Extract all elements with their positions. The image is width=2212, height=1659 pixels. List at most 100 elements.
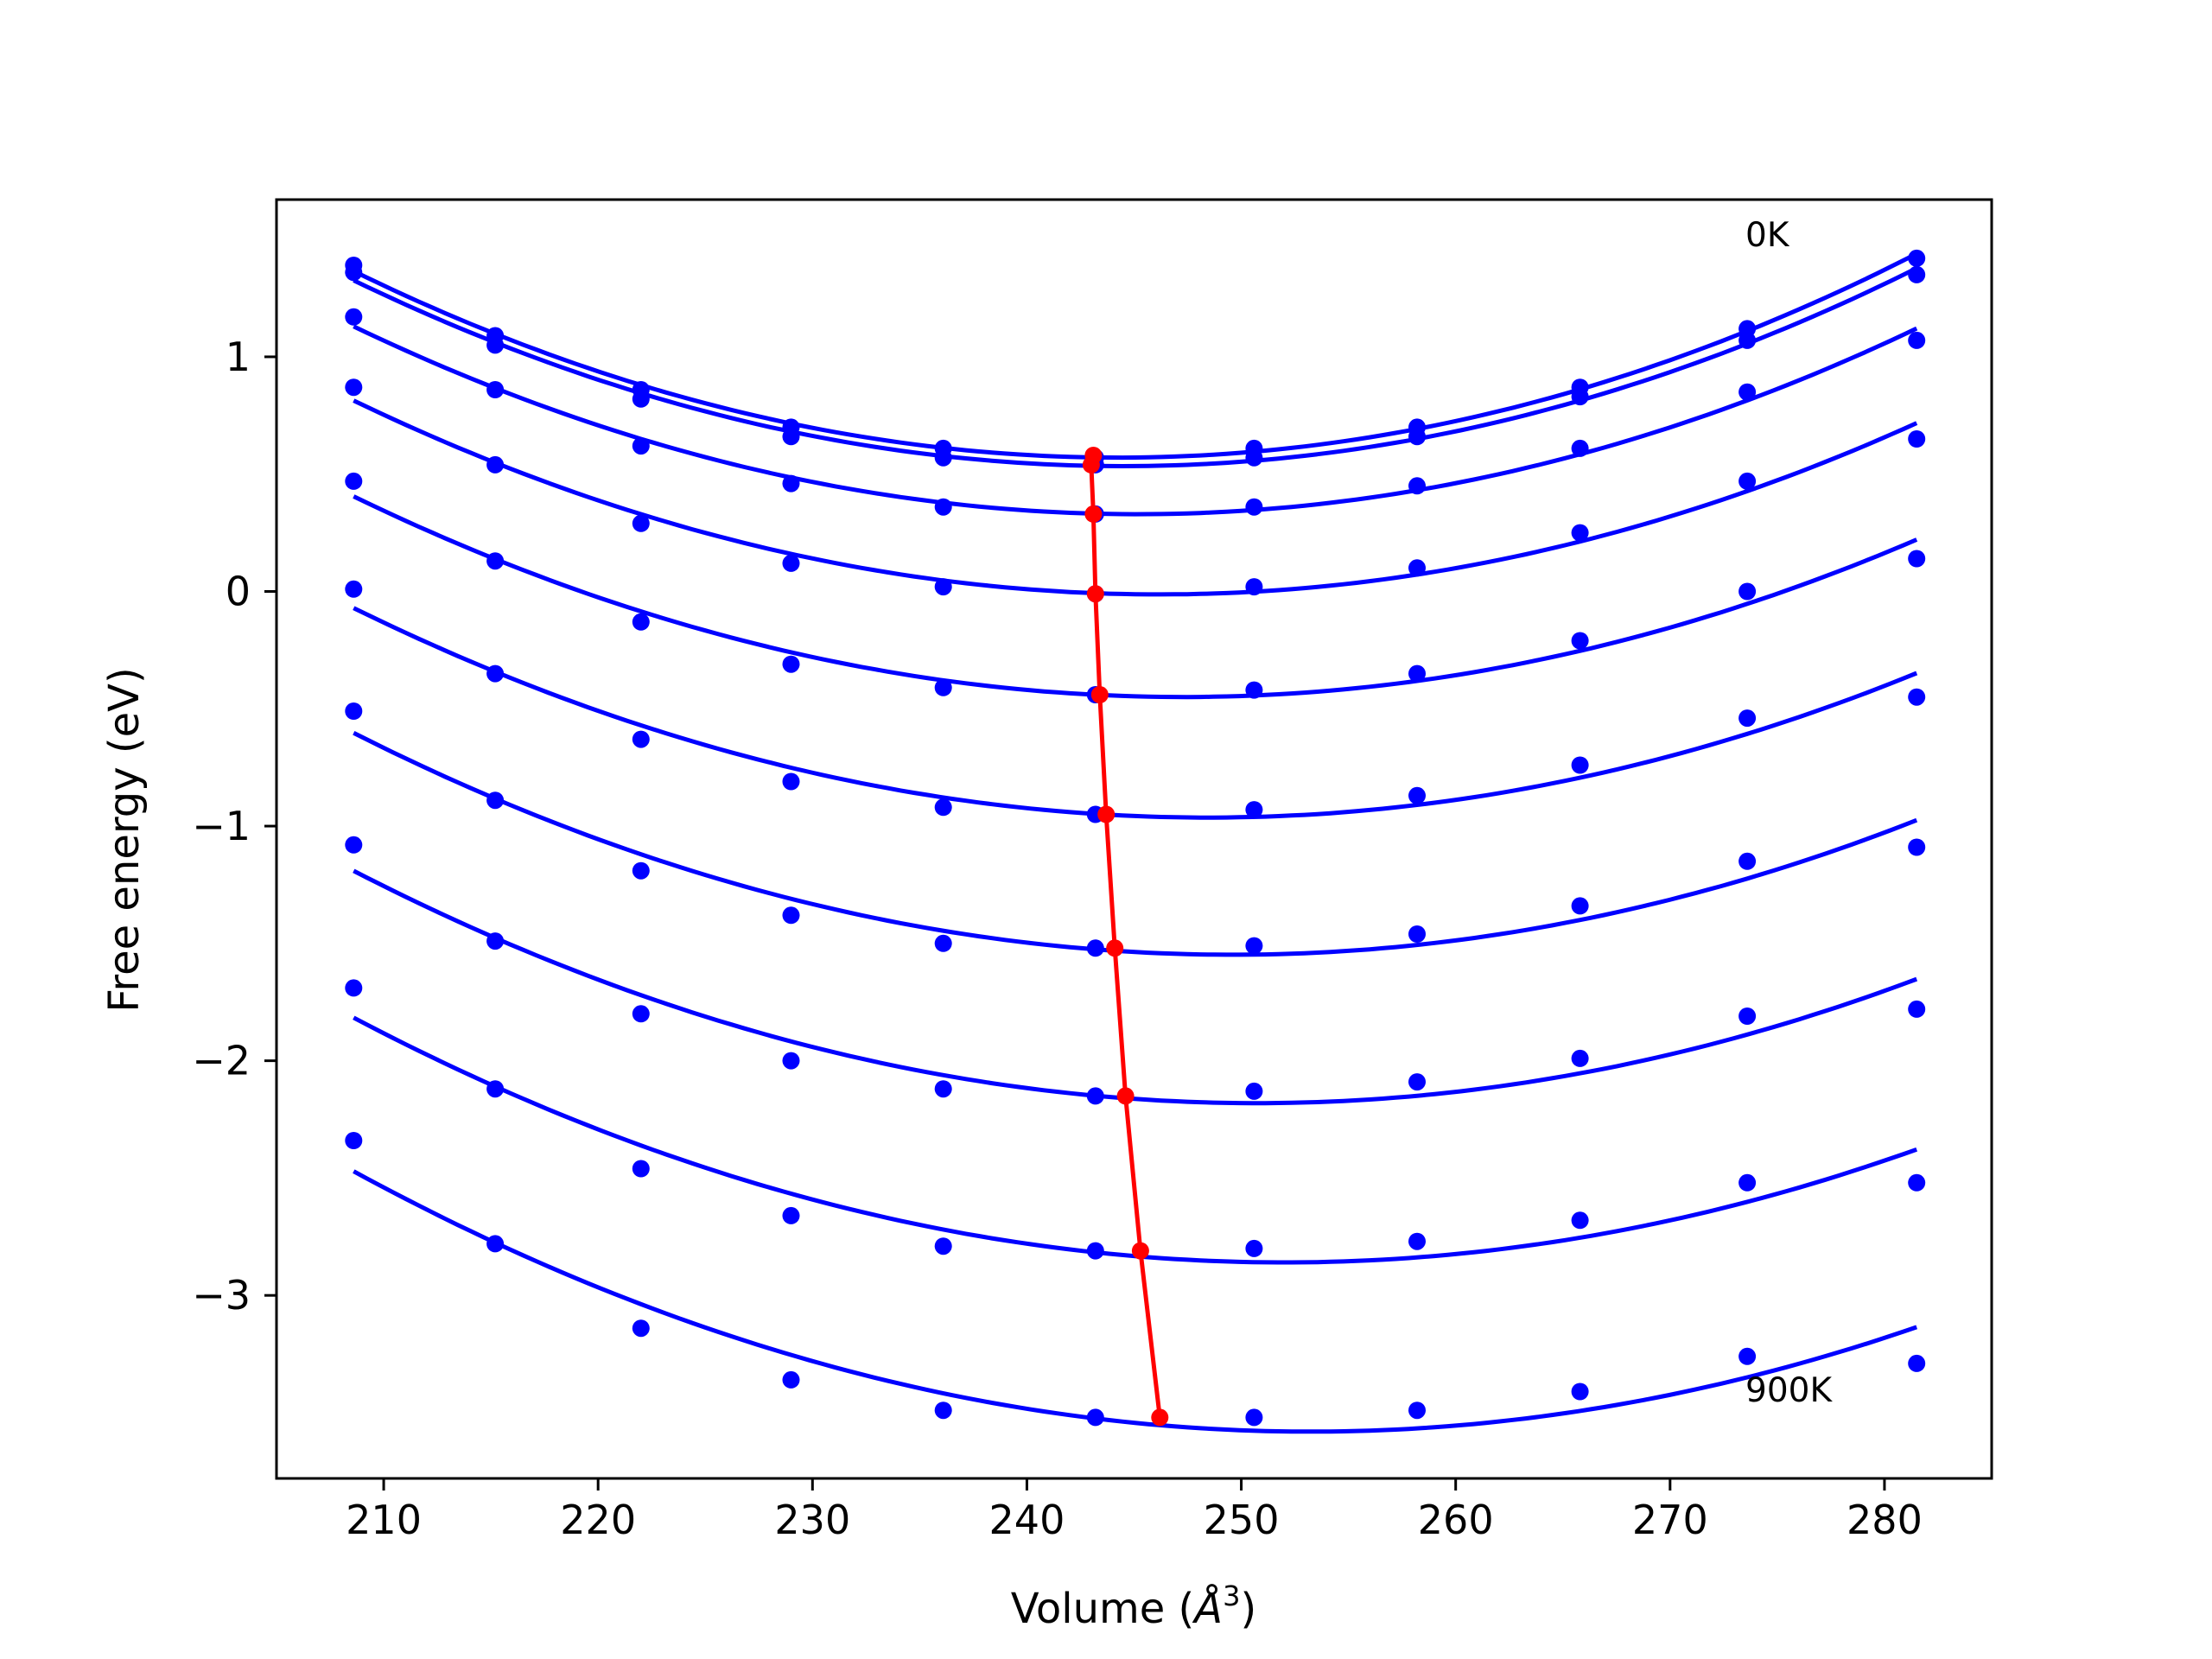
data-point	[782, 906, 800, 925]
y-tick-label: 0	[226, 569, 251, 615]
data-point	[1245, 937, 1263, 955]
x-tick-label: 270	[1632, 1497, 1708, 1543]
fit-curve-4	[353, 494, 1918, 700]
data-point	[934, 498, 952, 516]
fit-curve-5	[353, 606, 1918, 820]
data-point	[1571, 388, 1589, 406]
x-tick-label: 280	[1847, 1497, 1923, 1543]
data-point	[1086, 1087, 1104, 1105]
data-point	[632, 1160, 650, 1178]
fit-curve-6	[353, 731, 1918, 957]
data-point	[1245, 498, 1263, 516]
data-point	[632, 1319, 650, 1338]
data-point	[632, 730, 650, 748]
annotation-900k: 900K	[1745, 1371, 1833, 1410]
x-axis-label-text: Volume (	[1011, 1585, 1195, 1633]
x-tick-label: 220	[560, 1497, 636, 1543]
data-point	[1408, 925, 1426, 943]
data-point	[1571, 897, 1589, 915]
fit-curve-0	[353, 251, 1918, 461]
x-tick-label: 240	[989, 1497, 1065, 1543]
data-point	[632, 1005, 650, 1023]
x-tick-label: 230	[774, 1497, 850, 1543]
data-point	[345, 378, 363, 397]
data-point	[1571, 1211, 1589, 1230]
data-point	[1245, 1082, 1263, 1100]
data-point	[1738, 331, 1757, 349]
data-point	[345, 979, 363, 997]
data-point	[1408, 1232, 1426, 1250]
data-point	[486, 1235, 505, 1253]
data-point	[345, 702, 363, 720]
plot-area	[345, 249, 1926, 1434]
data-point	[486, 791, 505, 810]
data-point	[486, 381, 505, 398]
minimum-point	[1116, 1087, 1135, 1105]
data-point	[1738, 582, 1757, 601]
data-point	[1738, 1347, 1757, 1365]
data-point	[1408, 786, 1426, 804]
data-point	[1908, 1000, 1926, 1018]
data-point	[1908, 1173, 1926, 1192]
fit-curve-7	[353, 868, 1918, 1106]
minimum-trace-line	[1089, 454, 1162, 1418]
data-point	[1908, 688, 1926, 706]
y-tick-label: 1	[226, 334, 251, 380]
minimum-point	[1131, 1242, 1149, 1260]
data-point	[934, 1080, 952, 1098]
x-tick-label: 250	[1204, 1497, 1280, 1543]
data-point	[1408, 1402, 1426, 1420]
data-point	[486, 1080, 505, 1098]
data-point	[1408, 428, 1426, 446]
x-axis-label-exponent: 3	[1223, 1580, 1240, 1612]
data-point	[345, 308, 363, 326]
y-axis-label: Free energy (eV)	[100, 667, 149, 1012]
data-point	[1408, 477, 1426, 495]
data-point	[782, 1370, 800, 1389]
data-point	[934, 798, 952, 817]
data-point	[1408, 1073, 1426, 1091]
minimum-point	[1084, 505, 1103, 523]
minimum-point	[1151, 1408, 1169, 1427]
fit-curve-2	[353, 324, 1918, 517]
minimum-point	[1082, 455, 1100, 474]
data-point	[1571, 756, 1589, 774]
data-point	[345, 264, 363, 282]
data-point	[1245, 681, 1263, 699]
data-point	[782, 1052, 800, 1070]
data-point	[632, 514, 650, 532]
data-point	[1408, 559, 1426, 577]
data-point	[1908, 265, 1926, 283]
minimum-point	[1097, 805, 1116, 823]
data-point	[632, 390, 650, 408]
x-axis-label: Volume (Å3)	[1011, 1580, 1256, 1633]
data-point	[782, 1206, 800, 1224]
data-point	[1738, 852, 1757, 870]
data-point	[1738, 1173, 1757, 1192]
data-point	[1571, 632, 1589, 650]
data-point	[1571, 1382, 1589, 1401]
data-point	[934, 448, 952, 467]
data-point	[782, 772, 800, 791]
data-point	[1408, 664, 1426, 683]
data-point	[1908, 1354, 1926, 1372]
data-point	[486, 552, 505, 570]
data-point	[1738, 383, 1757, 401]
data-point	[345, 1132, 363, 1149]
data-point	[632, 437, 650, 455]
x-tick-label: 210	[346, 1497, 422, 1543]
data-point	[782, 474, 800, 493]
data-point	[1908, 838, 1926, 856]
y-tick-label: −2	[192, 1038, 251, 1084]
fit-curve-9	[353, 1169, 1917, 1434]
axis-ticks: 210 220 230 240 250 260 270 280 −3 −2 −1 0 1	[192, 334, 1923, 1543]
data-point	[782, 554, 800, 572]
data-point	[1245, 1239, 1263, 1257]
data-point	[1571, 524, 1589, 542]
data-point	[1245, 448, 1263, 467]
minimum-point	[1086, 585, 1104, 603]
data-point	[486, 336, 505, 354]
data-point	[345, 472, 363, 490]
data-point	[486, 664, 505, 683]
